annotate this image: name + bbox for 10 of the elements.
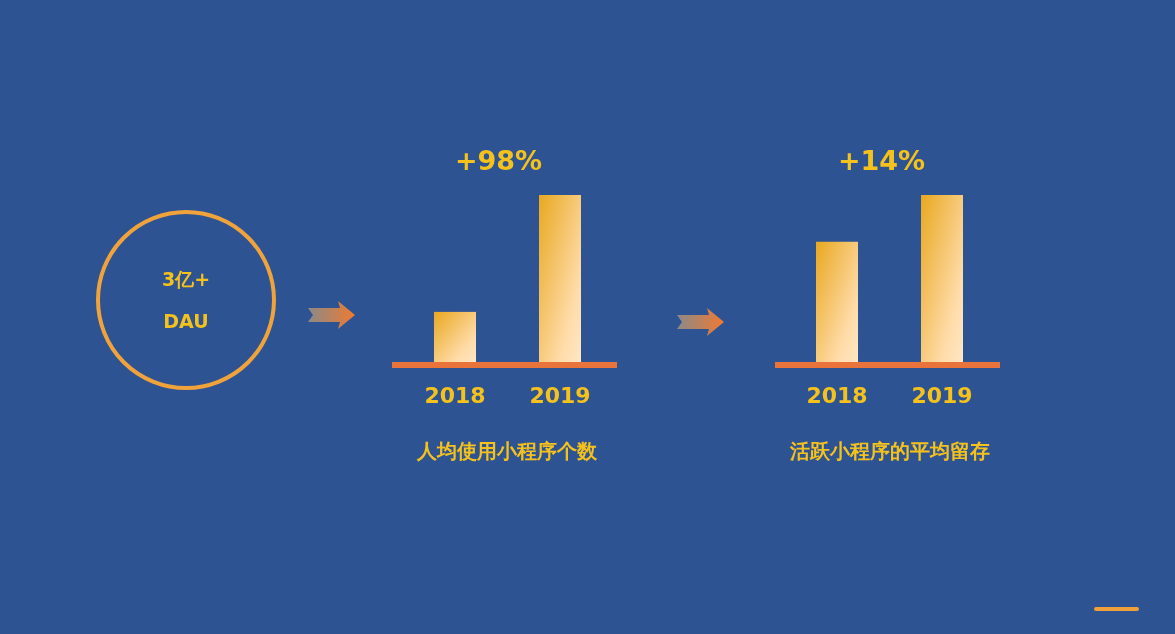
chart-title: +14% bbox=[837, 145, 926, 176]
x-tick-label: 2018 bbox=[424, 383, 486, 408]
x-tick-label: 2019 bbox=[911, 383, 973, 408]
text: 3亿+ bbox=[161, 268, 211, 290]
text: DAU bbox=[163, 310, 209, 332]
x-axis-title: 人均使用小程序个数 bbox=[415, 439, 598, 463]
x-axis-title: 活跃小程序的平均留存 bbox=[788, 439, 990, 463]
x-tick-label: 2018 bbox=[806, 383, 868, 408]
chart-title: +98% bbox=[454, 145, 543, 176]
x-tick-label: 2019 bbox=[529, 383, 591, 408]
